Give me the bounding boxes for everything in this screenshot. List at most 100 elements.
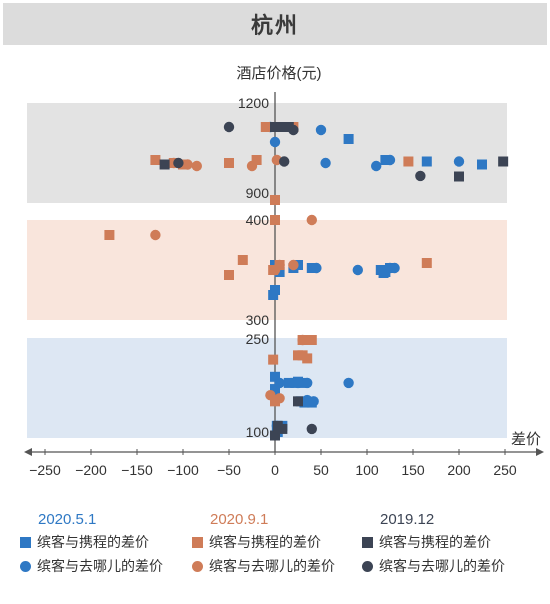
y-tick-label: 1200	[238, 95, 269, 111]
square-marker-icon	[192, 536, 203, 548]
square-marker-icon	[362, 536, 373, 548]
point-square-s0-0	[343, 134, 354, 144]
point-square-s0-17	[283, 377, 294, 388]
point-square-s4-8	[277, 423, 288, 434]
point-square-s0-21	[270, 384, 280, 395]
point-circle-s1-6	[453, 156, 465, 167]
point-square-s2-16	[270, 195, 280, 205]
x-tick-label: 0	[271, 462, 279, 478]
x-tick-label: −150	[121, 462, 153, 478]
x-tick-label: 200	[447, 462, 471, 478]
point-square-s2-11	[237, 255, 248, 265]
legend-group-2020-9-1: 2020.9.1 缤客与携程的差价 缤客与去哪儿的差价	[192, 511, 335, 576]
y-tick-label: 250	[246, 331, 270, 347]
point-square-s2-8	[403, 156, 414, 167]
legend-label: 缤客与携程的差价	[209, 534, 321, 550]
x-tick-label: 250	[493, 462, 517, 478]
point-circle-s5-0	[223, 121, 235, 133]
legend-date: 2020.9.1	[210, 511, 269, 528]
x-tick-label: 150	[401, 462, 425, 478]
band-900-1200	[27, 103, 507, 203]
point-square-s2-7	[251, 155, 262, 165]
y-tick-label: 400	[246, 212, 270, 228]
point-circle-s3-3	[191, 160, 202, 172]
legend-item-qunar: 缤客与去哪儿的差价	[192, 556, 335, 576]
point-circle-s3-6	[306, 214, 317, 226]
legend-label: 缤客与去哪儿的差价	[209, 558, 335, 574]
point-square-s2-19	[306, 335, 317, 345]
legend-label: 缤客与去哪儿的差价	[379, 558, 505, 574]
legend-label: 缤客与携程的差价	[37, 534, 149, 550]
chart-plot: 酒店价格(元) 差价 1200 900 400 300 250 100 −250 −200 −150…	[24, 65, 544, 478]
x-tick-label: −200	[75, 462, 107, 478]
point-square-s4-3	[454, 171, 464, 182]
point-circle-s1-14	[302, 377, 313, 389]
square-marker-icon	[20, 536, 31, 548]
point-circle-s1-0	[269, 136, 281, 148]
point-circle-s1-15	[343, 377, 354, 389]
y-tick-label: 100	[246, 424, 270, 440]
legend-label: 缤客与去哪儿的差价	[37, 558, 163, 574]
point-square-s2-10	[270, 215, 280, 225]
legend-date: 2020.5.1	[38, 511, 97, 528]
point-circle-s1-13	[292, 377, 304, 389]
point-circle-s3-11	[265, 390, 276, 401]
point-circle-s1-4	[371, 160, 382, 172]
point-circle-s3-4	[246, 160, 258, 172]
band-300-400	[27, 220, 507, 320]
point-circle-s1-5	[384, 154, 396, 166]
band-100-250	[27, 338, 507, 438]
x-tick-label: 100	[355, 462, 379, 478]
circle-marker-icon	[362, 560, 373, 572]
point-circle-s1-1	[315, 124, 327, 136]
point-square-s2-3	[150, 155, 161, 165]
circle-marker-icon	[20, 560, 31, 572]
legend-group-2020-5-1: 2020.5.1 缤客与携程的差价 缤客与去哪儿的差价	[20, 511, 163, 576]
legend-group-2019-12: 2019.12 缤客与携程的差价 缤客与去哪儿的差价	[362, 511, 505, 576]
point-circle-s3-5	[150, 229, 161, 241]
point-circle-s3-9	[288, 259, 299, 271]
legend-item-ctrip: 缤客与携程的差价	[362, 532, 505, 552]
chart-title-bar: 杭州	[3, 3, 547, 45]
legend-item-qunar: 缤客与去哪儿的差价	[20, 556, 163, 576]
y-tick-label: 900	[246, 185, 270, 201]
chart-title: 杭州	[250, 13, 299, 38]
point-square-s2-22	[302, 353, 313, 364]
point-square-s2-13	[421, 258, 432, 268]
legend-item-ctrip: 缤客与携程的差价	[192, 532, 335, 552]
point-square-s4-9	[270, 430, 280, 441]
point-square-s2-23	[268, 354, 279, 365]
point-square-s4-0	[270, 122, 280, 132]
y-tick-label: 300	[246, 312, 270, 328]
point-circle-s1-17	[308, 396, 319, 407]
point-circle-s1-9	[352, 264, 363, 276]
point-square-s4-4	[498, 156, 509, 167]
point-square-s0-15	[268, 290, 279, 300]
legend-item-ctrip: 缤客与携程的差价	[20, 532, 163, 552]
point-square-s4-5	[279, 122, 290, 132]
circle-marker-icon	[192, 560, 203, 572]
point-square-s0-16	[270, 371, 280, 382]
point-circle-s1-11	[389, 262, 400, 274]
point-circle-s1-8	[311, 262, 322, 274]
legend: 2020.5.1 缤客与携程的差价 缤客与去哪儿的差价 2020.9.1 缤客与…	[0, 505, 550, 600]
point-circle-s3-12	[274, 393, 285, 404]
point-circle-s5-1	[288, 124, 299, 136]
x-axis-arrow	[536, 448, 544, 456]
x-tick-label: −100	[167, 462, 199, 478]
legend-item-qunar: 缤客与去哪儿的差价	[362, 556, 505, 576]
point-square-s2-24	[270, 396, 280, 407]
point-square-s0-3	[421, 156, 432, 167]
x-tick-label: −250	[29, 462, 61, 478]
point-circle-s5-4	[415, 170, 426, 182]
point-circle-s5-3	[279, 156, 290, 167]
point-square-s2-0	[260, 122, 271, 132]
y-axis-label: 酒店价格(元)	[237, 65, 322, 82]
point-circle-s3-2	[182, 159, 193, 170]
point-square-s4-6	[293, 396, 303, 407]
point-circle-s3-10	[297, 334, 308, 346]
point-square-s4-2	[159, 159, 170, 170]
legend-date: 2019.12	[380, 511, 435, 528]
point-circle-s5-2	[173, 157, 184, 169]
x-tick-label: −50	[217, 462, 241, 478]
